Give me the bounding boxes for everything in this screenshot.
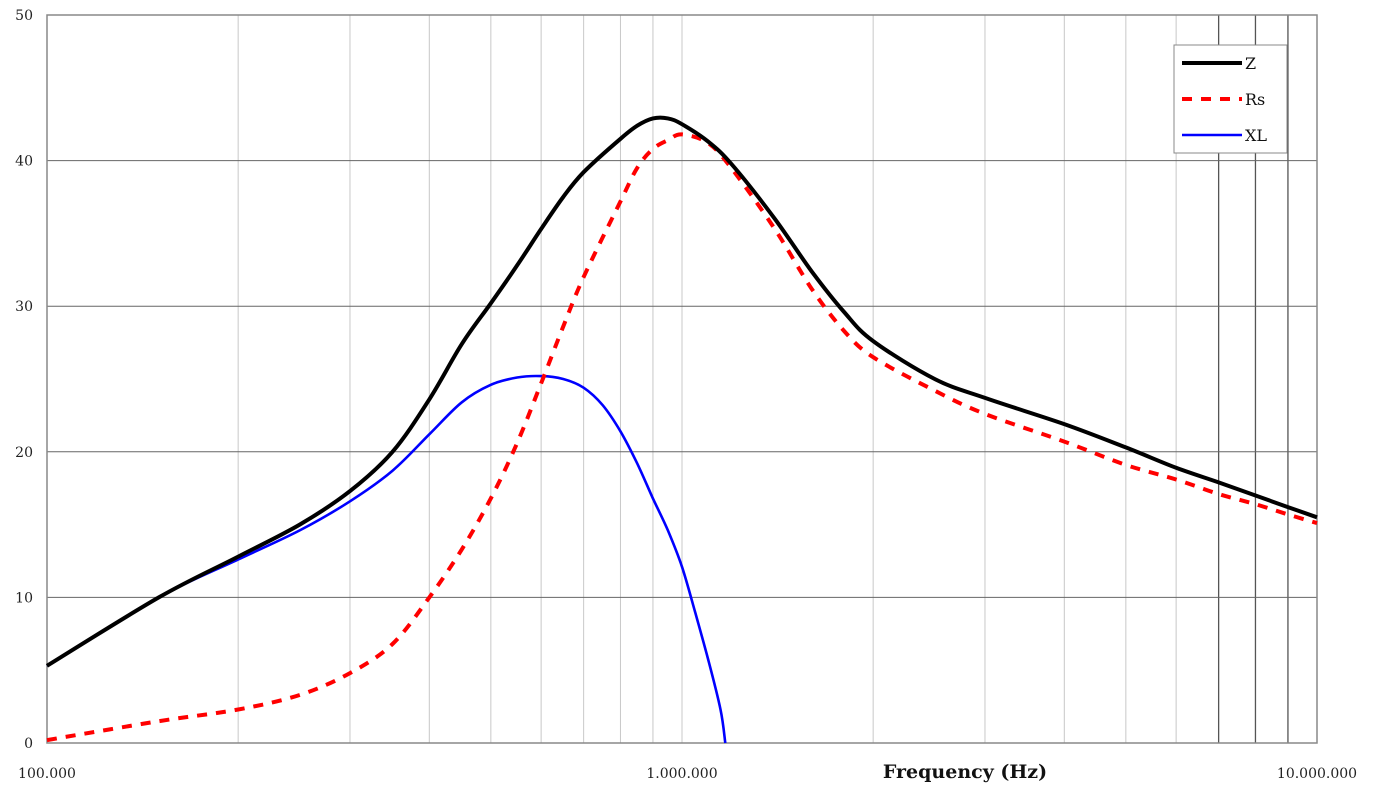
series-layer [45, 115, 1318, 744]
y-axis-tick-labels: 0 10 20 30 40 50 [15, 8, 33, 752]
y-tick-label: 0 [24, 736, 33, 752]
y-tick-label: 30 [15, 299, 33, 315]
horizontal-gridlines [47, 160, 1317, 598]
plot-area-frame [46, 14, 1318, 744]
y-tick-label: 10 [15, 590, 33, 606]
y-tick-label: 50 [15, 8, 33, 24]
x-axis-label: Frequency (Hz) [883, 761, 1047, 783]
x-tick-label: 10.000.000 [1277, 766, 1357, 782]
x-tick-label: 100.000 [18, 766, 76, 782]
y-tick-label: 20 [15, 445, 33, 461]
series-line-z [45, 115, 1318, 668]
legend-label-z: Z [1245, 54, 1256, 73]
vertical-gridlines [237, 15, 1289, 743]
x-axis-tick-labels: 100.000 1.000.000 10.000.000 [18, 766, 1357, 782]
y-tick-label: 40 [15, 154, 33, 170]
series-line-rs [46, 132, 1318, 743]
legend-label-xl: XL [1245, 126, 1267, 145]
legend: Z Rs XL [1173, 44, 1288, 154]
legend-label-rs: Rs [1245, 90, 1265, 109]
series-line-xl [46, 374, 727, 744]
x-tick-label: 1.000.000 [646, 766, 717, 782]
